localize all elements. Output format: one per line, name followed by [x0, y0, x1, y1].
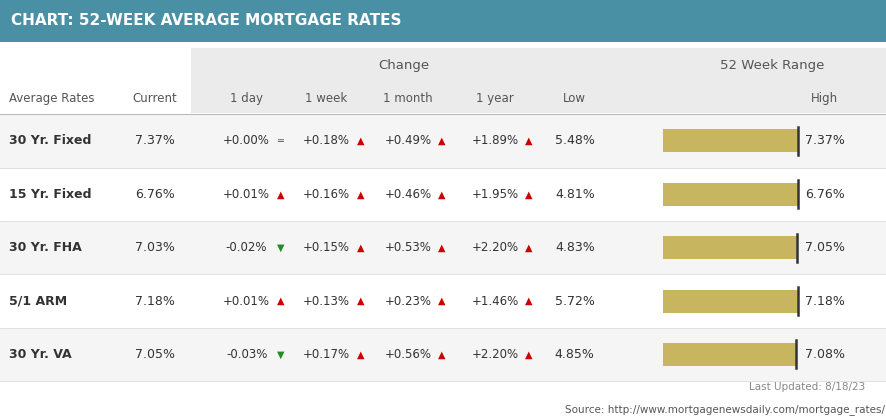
Text: 6.76%: 6.76% — [136, 188, 175, 201]
Text: ▲: ▲ — [525, 189, 532, 199]
Text: ▼: ▼ — [276, 349, 284, 359]
Text: 30 Yr. Fixed: 30 Yr. Fixed — [9, 134, 91, 148]
Text: +0.18%: +0.18% — [303, 134, 349, 148]
FancyBboxPatch shape — [0, 114, 886, 168]
Text: ▲: ▲ — [525, 296, 532, 306]
Text: 30 Yr. VA: 30 Yr. VA — [9, 348, 72, 361]
Text: ▲: ▲ — [276, 189, 284, 199]
Text: +0.49%: +0.49% — [384, 134, 431, 148]
Text: +0.01%: +0.01% — [223, 294, 269, 308]
Text: 7.37%: 7.37% — [136, 134, 175, 148]
Text: Average Rates: Average Rates — [9, 92, 94, 106]
Text: -0.02%: -0.02% — [226, 241, 267, 254]
Text: 52 Week Range: 52 Week Range — [719, 59, 823, 72]
Text: Source: http://www.mortgagenewsdaily.com/mortgage_rates/: Source: http://www.mortgagenewsdaily.com… — [564, 404, 884, 415]
FancyBboxPatch shape — [663, 236, 797, 259]
Text: 7.18%: 7.18% — [804, 294, 843, 308]
Text: ═: ═ — [276, 136, 283, 146]
Text: 4.81%: 4.81% — [555, 188, 594, 201]
Text: +2.20%: +2.20% — [470, 241, 518, 254]
Text: Low: Low — [563, 92, 586, 106]
Text: 7.03%: 7.03% — [136, 241, 175, 254]
Text: 7.05%: 7.05% — [804, 241, 844, 254]
Text: +0.15%: +0.15% — [303, 241, 349, 254]
Text: ▲: ▲ — [356, 243, 363, 253]
Text: ▲: ▲ — [356, 136, 363, 146]
FancyBboxPatch shape — [0, 168, 886, 221]
FancyBboxPatch shape — [663, 183, 797, 206]
Text: 5.48%: 5.48% — [555, 134, 594, 148]
Text: Current: Current — [133, 92, 177, 106]
Text: +0.16%: +0.16% — [302, 188, 350, 201]
Text: 1 day: 1 day — [229, 92, 263, 106]
FancyBboxPatch shape — [663, 289, 797, 313]
Text: ▲: ▲ — [525, 243, 532, 253]
Text: 7.37%: 7.37% — [804, 134, 843, 148]
FancyBboxPatch shape — [656, 48, 886, 113]
Text: +1.95%: +1.95% — [470, 188, 518, 201]
Text: ▲: ▲ — [356, 189, 363, 199]
FancyBboxPatch shape — [663, 343, 796, 366]
Text: +0.23%: +0.23% — [385, 294, 431, 308]
Text: 4.83%: 4.83% — [555, 241, 594, 254]
Text: -0.03%: -0.03% — [226, 348, 267, 361]
Text: ▲: ▲ — [356, 296, 363, 306]
Text: 1 month: 1 month — [383, 92, 432, 106]
FancyBboxPatch shape — [0, 0, 886, 42]
Text: ▲: ▲ — [525, 136, 532, 146]
FancyBboxPatch shape — [0, 221, 886, 274]
Text: 5.72%: 5.72% — [555, 294, 594, 308]
Text: High: High — [811, 92, 837, 106]
Text: +0.00%: +0.00% — [223, 134, 269, 148]
Text: ▲: ▲ — [438, 189, 445, 199]
Text: +1.46%: +1.46% — [470, 294, 518, 308]
Text: ▲: ▲ — [438, 349, 445, 359]
Text: +1.89%: +1.89% — [470, 134, 518, 148]
Text: 7.05%: 7.05% — [135, 348, 175, 361]
Text: 7.18%: 7.18% — [136, 294, 175, 308]
FancyBboxPatch shape — [190, 48, 656, 113]
Text: 6.76%: 6.76% — [804, 188, 843, 201]
Text: +2.20%: +2.20% — [470, 348, 518, 361]
Text: +0.53%: +0.53% — [385, 241, 431, 254]
Text: ▼: ▼ — [276, 243, 284, 253]
Text: +0.56%: +0.56% — [385, 348, 431, 361]
Text: CHART: 52-WEEK AVERAGE MORTGAGE RATES: CHART: 52-WEEK AVERAGE MORTGAGE RATES — [11, 13, 400, 28]
Text: 1 week: 1 week — [305, 92, 347, 106]
FancyBboxPatch shape — [0, 328, 886, 381]
FancyBboxPatch shape — [0, 274, 886, 328]
Text: ▲: ▲ — [356, 349, 363, 359]
Text: ▲: ▲ — [525, 349, 532, 359]
Text: 7.08%: 7.08% — [804, 348, 844, 361]
Text: 1 year: 1 year — [476, 92, 513, 106]
Text: 4.85%: 4.85% — [555, 348, 594, 361]
Text: +0.13%: +0.13% — [303, 294, 349, 308]
Text: 30 Yr. FHA: 30 Yr. FHA — [9, 241, 82, 254]
Text: ▲: ▲ — [438, 136, 445, 146]
Text: 5/1 ARM: 5/1 ARM — [9, 294, 67, 308]
Text: ▲: ▲ — [438, 296, 445, 306]
FancyBboxPatch shape — [663, 129, 797, 153]
Text: Last Updated: 8/18/23: Last Updated: 8/18/23 — [748, 382, 864, 392]
Text: +0.46%: +0.46% — [384, 188, 431, 201]
Text: ▲: ▲ — [276, 296, 284, 306]
Text: +0.17%: +0.17% — [302, 348, 350, 361]
Text: Change: Change — [377, 59, 429, 72]
Text: 15 Yr. Fixed: 15 Yr. Fixed — [9, 188, 91, 201]
Text: ▲: ▲ — [438, 243, 445, 253]
Text: +0.01%: +0.01% — [223, 188, 269, 201]
